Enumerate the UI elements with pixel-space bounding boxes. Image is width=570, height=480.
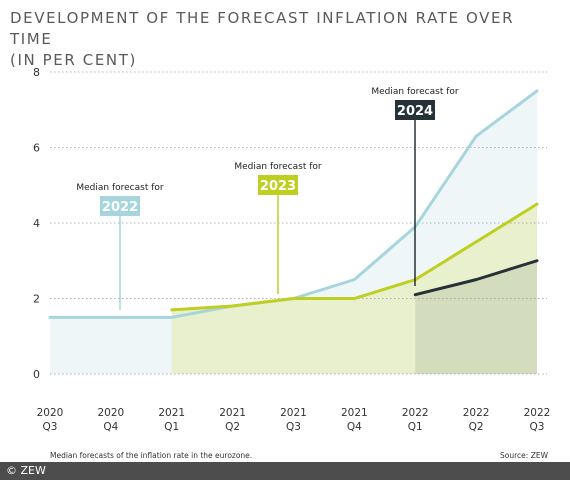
x-tick-year: 2021: [158, 407, 185, 419]
series-line-2024: [413, 259, 539, 297]
x-tick-year: 2020: [98, 407, 125, 419]
chart-title-line-2: (IN PER CENT): [10, 51, 137, 69]
annotation-box: [258, 175, 298, 195]
y-tick-label: 6: [33, 142, 40, 155]
inflation-chart: 0 2 4 6 8 2020 Q3 2020 Q4 2021 Q1 2021 Q2 2021 Q3 2021 Q…: [33, 66, 551, 433]
y-tick-label: 8: [33, 66, 40, 79]
series-line-2023: [170, 202, 539, 312]
chart-source: Source: ZEW: [500, 451, 548, 460]
y-tick-label: 0: [33, 368, 40, 381]
x-tick-quarter: Q3: [43, 421, 58, 433]
annotation-2023: Median forecast for 2023: [234, 162, 322, 294]
y-tick-label: 4: [33, 217, 40, 230]
annotation-label: 2023: [260, 179, 296, 194]
annotation-2024: Median forecast for 2024: [371, 87, 459, 286]
annotation-2022: Median forecast for 2022: [76, 183, 164, 310]
x-tick-quarter: Q3: [530, 421, 545, 433]
x-tick-year: 2022: [402, 407, 429, 419]
x-tick-quarter: Q2: [469, 421, 484, 433]
x-tick-quarter: Q1: [164, 421, 179, 433]
annotation-caption: Median forecast for: [371, 87, 459, 97]
annotation-caption: Median forecast for: [234, 162, 322, 172]
x-tick-year: 2020: [37, 407, 64, 419]
x-tick-year: 2021: [280, 407, 307, 419]
chart-title: DEVELOPMENT OF THE FORECAST INFLATION RA…: [10, 8, 560, 71]
copyright-text: © ZEW: [6, 464, 46, 477]
x-tick-year: 2021: [341, 407, 368, 419]
annotation-label: 2022: [102, 200, 138, 215]
y-tick-label: 2: [33, 293, 40, 306]
annotation-box: [395, 100, 435, 120]
x-tick-quarter: Q1: [408, 421, 423, 433]
chart-title-line-1: DEVELOPMENT OF THE FORECAST INFLATION RA…: [10, 9, 515, 48]
copyright-bar: © ZEW: [0, 462, 570, 480]
x-tick-quarter: Q4: [347, 421, 362, 433]
x-tick-year: 2022: [463, 407, 490, 419]
x-tick-quarter: Q2: [225, 421, 240, 433]
chart-footnote: Median forecasts of the inflation rate i…: [50, 451, 253, 460]
annotation-box: [100, 196, 140, 216]
x-tick-quarter: Q4: [103, 421, 118, 433]
annotation-label: 2024: [397, 104, 433, 119]
x-tick-year: 2021: [219, 407, 246, 419]
x-tick-year: 2022: [524, 407, 551, 419]
annotation-caption: Median forecast for: [76, 183, 164, 193]
x-tick-quarter: Q3: [286, 421, 301, 433]
area-2024: [415, 260, 537, 374]
